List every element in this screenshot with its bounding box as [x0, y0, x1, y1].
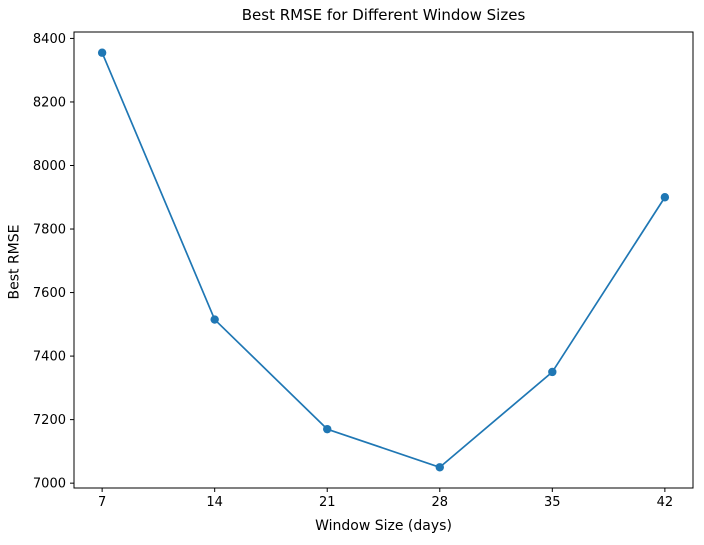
data-line [101, 51, 666, 469]
x-axis-label: Window Size (days) [315, 518, 452, 534]
y-tick-label: 7200 [33, 413, 66, 428]
y-tick-label: 7800 [33, 223, 66, 238]
data-point [210, 315, 219, 324]
x-tick-label: 42 [657, 495, 674, 510]
x-tick-label: 28 [431, 495, 448, 510]
axes-frame [73, 31, 694, 489]
data-point [435, 463, 444, 472]
y-tick-label: 7400 [33, 350, 66, 365]
y-tick-label: 8000 [33, 159, 66, 174]
x-tick-label: 35 [544, 495, 561, 510]
chart-title: Best RMSE for Different Window Sizes [241, 6, 526, 24]
x-tick-label: 7 [98, 495, 106, 510]
data-point [660, 193, 670, 202]
y-tick-label: 7600 [33, 286, 66, 301]
y-tick-label: 8200 [33, 95, 66, 110]
data-point [548, 367, 557, 377]
x-tick-label: 21 [319, 495, 336, 510]
data-point [323, 424, 332, 434]
y-tick-label: 8400 [33, 32, 66, 47]
x-tick-label: 14 [206, 495, 223, 510]
data-point [97, 48, 107, 57]
y-tick-label: 7000 [33, 477, 66, 492]
